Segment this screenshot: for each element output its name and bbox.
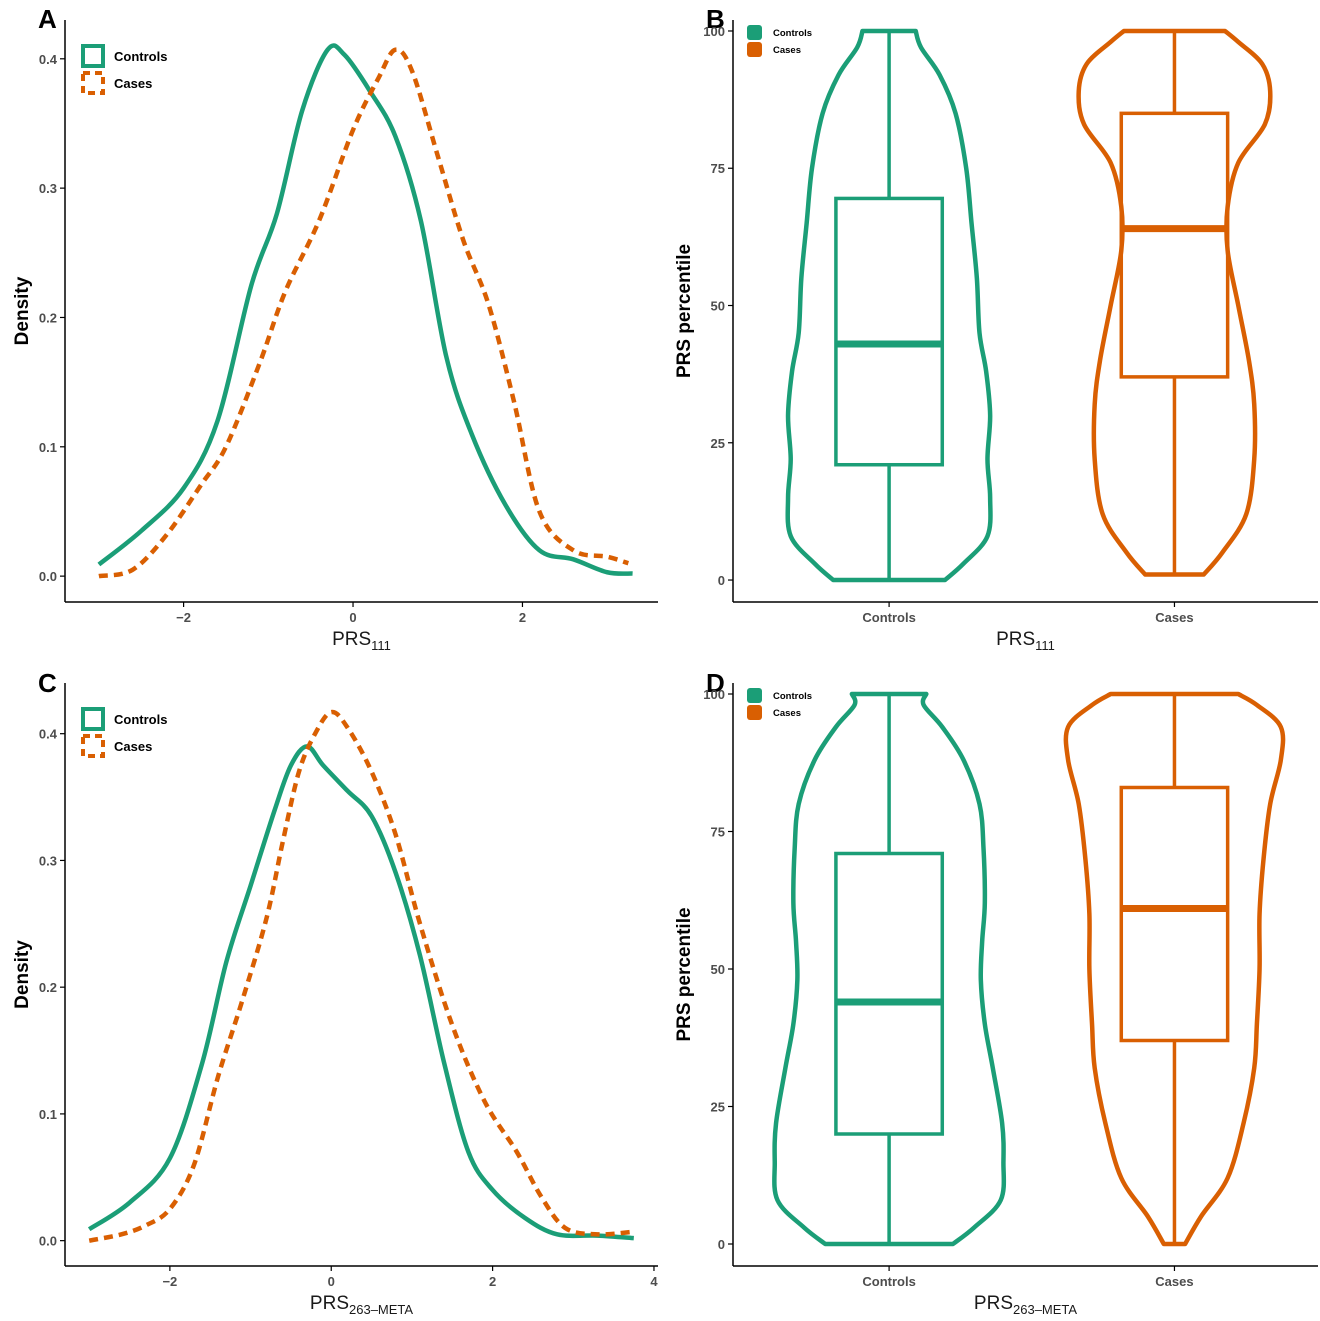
x-axis-label-main: PRS	[332, 629, 371, 650]
y-tick-label: 0.0	[39, 569, 57, 584]
x-axis-label-main: PRS	[974, 1293, 1013, 1314]
density-line-cases	[98, 47, 630, 579]
density-line-cases	[88, 709, 634, 1243]
violin-cases	[1063, 691, 1286, 1247]
legend-label-cases: Cases	[773, 45, 801, 56]
legend-label-controls: Controls	[773, 691, 812, 702]
box-cases	[1119, 785, 1230, 1043]
legend-label-controls: Controls	[114, 712, 167, 727]
panel-letter: D	[706, 668, 725, 698]
density-line-controls	[97, 43, 633, 576]
x-axis-label-subscript: 111	[371, 638, 391, 653]
x-tick-label: 4	[650, 1274, 658, 1289]
x-tick-label: 0	[349, 610, 356, 625]
y-tick-label: 0	[718, 1237, 725, 1252]
x-tick-label: 2	[489, 1274, 496, 1289]
y-axis-label: Density	[12, 276, 33, 345]
legend-label-cases: Cases	[114, 76, 152, 91]
legend-label-controls: Controls	[114, 49, 167, 64]
violin-cases	[1076, 28, 1273, 577]
legend-key-cases	[747, 42, 762, 57]
y-tick-label: 0.4	[39, 727, 58, 742]
x-tick-label: −2	[176, 610, 191, 625]
violin-controls	[785, 28, 993, 583]
legend-key-controls	[747, 25, 762, 40]
x-tick-label: Cases	[1155, 1274, 1193, 1289]
x-tick-label: Cases	[1155, 610, 1193, 625]
panel-b-violin-plot: B 0 25 50 75 100 PRS percentile PRS111 Controls C…	[674, 4, 1318, 653]
panel-letter: A	[38, 4, 57, 34]
y-tick-label: 0.2	[39, 980, 57, 995]
panel-c-density-plot: C 0.0 0.1 0.2 0.3 0.4 Density PRS263–META −2 0 2 4 C…	[12, 668, 658, 1317]
x-tick-label: Controls	[862, 610, 915, 625]
y-tick-label: 25	[711, 1100, 725, 1115]
legend-label-controls: Controls	[773, 28, 812, 39]
x-axis-label-main: PRS	[310, 1293, 349, 1314]
x-axis-label: PRS111	[332, 629, 391, 653]
y-tick-label: 25	[711, 436, 725, 451]
box-controls	[834, 851, 945, 1136]
panel-d-violin-plot: D 0 25 50 75 100 PRS percentile PRS263–META Cont…	[674, 668, 1318, 1317]
x-tick-label: Controls	[862, 1274, 915, 1289]
y-axis-label: PRS percentile	[674, 244, 695, 378]
density-line-controls	[87, 744, 634, 1241]
x-tick-label: −2	[162, 1274, 177, 1289]
x-axis-label-subscript: 263–META	[349, 1302, 413, 1317]
legend-key-controls	[81, 44, 105, 68]
violin-controls	[772, 691, 1007, 1247]
y-tick-label: 50	[711, 299, 725, 314]
legend-label-cases: Cases	[114, 739, 152, 754]
x-axis-label-subscript: 263–META	[1013, 1302, 1077, 1317]
y-tick-label: 0.1	[39, 1107, 57, 1122]
legend-key-cases	[81, 734, 105, 758]
y-tick-label: 0.1	[39, 440, 57, 455]
legend-key-controls	[747, 688, 762, 703]
x-axis-label-main: PRS	[996, 629, 1035, 650]
y-tick-label: 0.3	[39, 853, 57, 868]
y-tick-label: 0.0	[39, 1234, 57, 1249]
legend-key-cases	[81, 71, 105, 95]
y-tick-label: 100	[703, 24, 725, 39]
x-tick-label: 0	[328, 1274, 335, 1289]
y-tick-label: 50	[711, 962, 725, 977]
box-cases	[1119, 111, 1230, 379]
y-tick-label: 0.4	[39, 52, 58, 67]
panel-a-density-plot: A 0.0 0.1 0.2 0.3 0.4 Density PRS111 −2 0 2 Control…	[12, 4, 658, 653]
y-tick-label: 0.3	[39, 181, 57, 196]
box-controls	[834, 196, 945, 467]
y-tick-label: 100	[703, 687, 725, 702]
legend-label-cases: Cases	[773, 708, 801, 719]
y-tick-label: 75	[711, 825, 725, 840]
y-tick-label: 0	[718, 573, 725, 588]
y-tick-label: 75	[711, 161, 725, 176]
x-axis-label: PRS263–META	[974, 1293, 1077, 1317]
y-axis-label: Density	[12, 940, 33, 1009]
legend-key-cases	[747, 705, 762, 720]
y-tick-label: 0.2	[39, 310, 57, 325]
panel-letter: C	[38, 668, 57, 698]
x-axis-label-subscript: 111	[1035, 638, 1055, 653]
x-axis-label: PRS111	[996, 629, 1055, 653]
x-axis-label: PRS263–META	[310, 1293, 413, 1317]
panel-letter: B	[706, 4, 725, 34]
x-tick-label: 2	[519, 610, 526, 625]
y-axis-label: PRS percentile	[674, 907, 695, 1041]
legend-key-controls	[81, 707, 105, 731]
